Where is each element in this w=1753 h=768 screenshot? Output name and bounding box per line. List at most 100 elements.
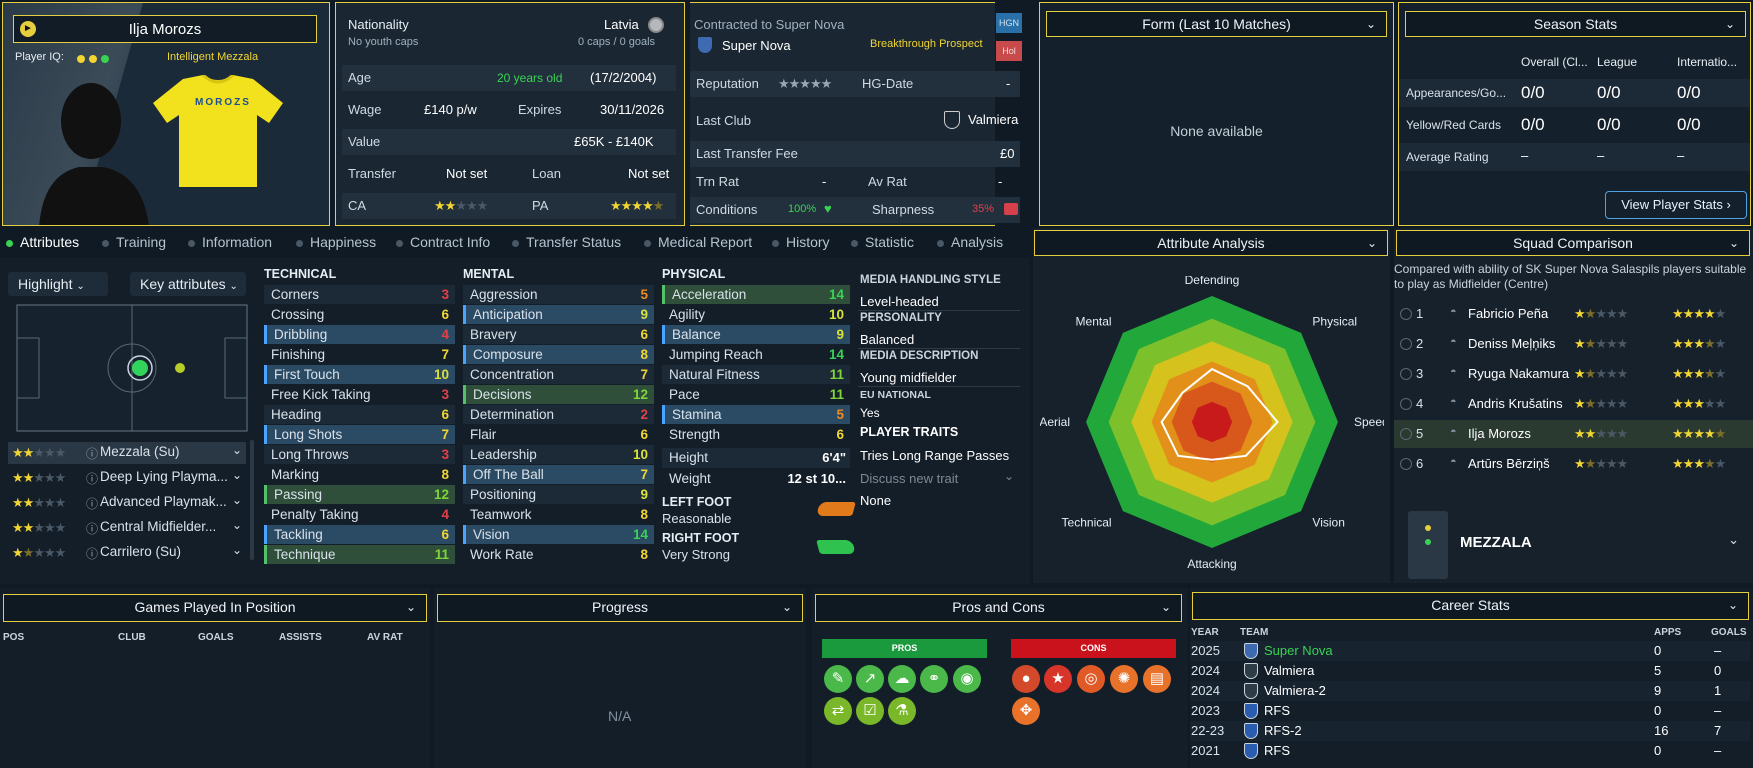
eu-label: EU NATIONAL bbox=[860, 389, 931, 401]
role-row[interactable]: ★★★★★ ⓘ Deep Lying Playma... ⌄ bbox=[12, 468, 243, 486]
progress-title[interactable]: Progress ⌄ bbox=[437, 594, 803, 622]
squad-row[interactable]: 6 ◓ Artūrs Bērziņš ★★★★★ ★★★★★ bbox=[1394, 450, 1753, 478]
tab-statistic[interactable]: Statistic bbox=[851, 234, 914, 250]
career-team[interactable]: Valmiera bbox=[1264, 663, 1315, 678]
role-card[interactable]: MEZZALA ⌄ bbox=[1394, 508, 1749, 579]
attribute-row: Teamwork 8 bbox=[463, 505, 654, 524]
chevron-down-icon: ⌄ bbox=[232, 518, 243, 532]
proscons-title[interactable]: Pros and Cons ⌄ bbox=[815, 594, 1182, 622]
tab-attributes[interactable]: Attributes bbox=[6, 234, 79, 250]
last-club-value: Valmiera bbox=[968, 112, 1019, 127]
radar-axis-label: Mental bbox=[1076, 315, 1112, 329]
season-row: Average Rating – – – bbox=[1399, 143, 1750, 171]
handshake-icon[interactable]: ⇄ bbox=[824, 697, 852, 725]
cons-header: CONS bbox=[1011, 639, 1176, 658]
squad-ca-stars: ★★★★★ bbox=[1574, 366, 1628, 381]
discuss-trait-button[interactable]: Discuss new trait ⌄ bbox=[860, 469, 1014, 486]
tab-contract-info[interactable]: Contract Info bbox=[396, 234, 490, 250]
attribute-row: Anticipation 9 bbox=[463, 305, 654, 324]
attribute-row: Long Shots 7 bbox=[264, 425, 455, 444]
attribute-name: Long Shots bbox=[274, 427, 343, 442]
link-icon[interactable]: ⚭ bbox=[920, 665, 948, 693]
career-title[interactable]: Career Stats ⌄ bbox=[1192, 592, 1749, 620]
career-goals: 1 bbox=[1714, 683, 1722, 698]
attribute-name: Finishing bbox=[271, 347, 326, 362]
attribute-name: Corners bbox=[271, 287, 320, 302]
key-attributes-dropdown[interactable]: Key attributes ⌄ bbox=[130, 272, 246, 296]
club-crest-icon bbox=[1244, 683, 1258, 699]
games-col-pos: POS bbox=[3, 632, 25, 643]
technical-title: TECHNICAL bbox=[264, 267, 337, 281]
roles-scrollbar[interactable] bbox=[250, 440, 254, 560]
squad-row[interactable]: 4 ◓ Andris Krušatins ★★★★★ ★★★★★ bbox=[1394, 390, 1753, 418]
games-title[interactable]: Games Played In Position ⌄ bbox=[3, 594, 427, 622]
pass-icon[interactable]: ✎ bbox=[824, 665, 852, 693]
career-team[interactable]: Super Nova bbox=[1264, 643, 1333, 658]
career-team[interactable]: Valmiera-2 bbox=[1264, 683, 1326, 698]
club-crest-icon bbox=[698, 37, 712, 53]
document-icon[interactable]: ▤ bbox=[1143, 665, 1171, 693]
tab-history[interactable]: History bbox=[772, 234, 830, 250]
tab-medical-report[interactable]: Medical Report bbox=[644, 234, 752, 250]
flask-icon[interactable]: ⚗ bbox=[888, 697, 916, 725]
attribute-value: 14 bbox=[828, 347, 844, 362]
left-foot-label: LEFT FOOT bbox=[662, 495, 732, 509]
role-row[interactable]: ★★★★★ ⓘ Mezzala (Su) ⌄ bbox=[8, 442, 246, 464]
chevron-down-icon: ⌄ bbox=[1728, 236, 1739, 250]
attribute-value: 11 bbox=[434, 547, 449, 562]
attribute-value: 4 bbox=[441, 327, 449, 342]
chart-icon[interactable]: ↗ bbox=[856, 665, 884, 693]
tab-transfer-status[interactable]: Transfer Status bbox=[512, 234, 621, 250]
form-title[interactable]: Form (Last 10 Matches) ⌄ bbox=[1046, 11, 1387, 37]
attribute-name: Jumping Reach bbox=[669, 347, 763, 362]
attribute-name: Pace bbox=[669, 387, 700, 402]
attribute-value: 3 bbox=[441, 287, 449, 302]
career-team[interactable]: RFS-2 bbox=[1264, 723, 1302, 738]
role-row[interactable]: ★★★★★ ⓘ Advanced Playmak... ⌄ bbox=[12, 493, 243, 511]
attribute-value: 2 bbox=[640, 407, 648, 422]
tab-information[interactable]: Information bbox=[188, 234, 272, 250]
tab-analysis[interactable]: Analysis bbox=[937, 234, 1003, 250]
squad-row[interactable]: 2 ◓ Deniss Meļņiks ★★★★★ ★★★★★ bbox=[1394, 330, 1753, 358]
attribute-row: Technique 11 bbox=[264, 545, 455, 564]
squad-title[interactable]: Squad Comparison ⌄ bbox=[1396, 230, 1750, 256]
star-icon[interactable]: ★ bbox=[1044, 665, 1072, 693]
role-row[interactable]: ★★★★★ ⓘ Central Midfielder... ⌄ bbox=[12, 518, 243, 536]
role-row[interactable]: ★★★★★ ⓘ Carrilero (Su) ⌄ bbox=[12, 543, 243, 561]
squad-rank: 2 bbox=[1416, 336, 1424, 351]
analysis-title[interactable]: Attribute Analysis ⌄ bbox=[1034, 230, 1388, 256]
attribute-value: 7 bbox=[441, 347, 449, 362]
personality-label: PERSONALITY bbox=[860, 312, 942, 324]
target-icon[interactable]: ◎ bbox=[1077, 665, 1105, 693]
physical-title: PHYSICAL bbox=[662, 267, 726, 281]
right-foot-value: Very Strong bbox=[662, 547, 730, 562]
highlight-dropdown[interactable]: Highlight ⌄ bbox=[8, 272, 108, 296]
eye-icon[interactable]: ◉ bbox=[953, 665, 981, 693]
name-box[interactable]: ► Ilja Morozs bbox=[13, 15, 317, 43]
squad-row[interactable]: 1 ◓ Fabricio Peña ★★★★★ ★★★★★ bbox=[1394, 300, 1753, 328]
checklist-icon[interactable]: ☑ bbox=[856, 697, 884, 725]
career-col-apps: APPS bbox=[1654, 627, 1682, 638]
squad-rank: 5 bbox=[1416, 426, 1424, 441]
attribute-value: 12 bbox=[632, 387, 648, 402]
trait-item[interactable]: Tries Long Range Passes bbox=[860, 448, 1010, 463]
mental-title: MENTAL bbox=[463, 267, 515, 281]
career-team[interactable]: RFS bbox=[1264, 703, 1290, 718]
last-fee-value: £0 bbox=[1000, 146, 1015, 161]
attribute-value: 9 bbox=[640, 487, 648, 502]
tab-happiness[interactable]: Happiness bbox=[296, 234, 376, 250]
heading-icon[interactable]: ● bbox=[1012, 665, 1040, 693]
games-col-club: CLUB bbox=[118, 632, 146, 643]
view-player-stats-button[interactable]: View Player Stats › bbox=[1605, 191, 1747, 219]
brain-icon[interactable]: ☁ bbox=[888, 665, 916, 693]
right-foot-label: RIGHT FOOT bbox=[662, 531, 740, 545]
tab-training[interactable]: Training bbox=[102, 234, 166, 250]
attribute-name: Free Kick Taking bbox=[271, 387, 371, 402]
fall-icon[interactable]: ✥ bbox=[1012, 697, 1040, 725]
season-title[interactable]: Season Stats ⌄ bbox=[1405, 11, 1746, 37]
career-team[interactable]: RFS bbox=[1264, 743, 1290, 758]
burst-icon[interactable]: ✺ bbox=[1110, 665, 1138, 693]
attribute-name: Composure bbox=[473, 347, 543, 362]
squad-row[interactable]: 5 ◓ Ilja Morozs ★★★★★ ★★★★★ bbox=[1394, 420, 1753, 448]
squad-row[interactable]: 3 ◓ Ryuga Nakamura ★★★★★ ★★★★★ bbox=[1394, 360, 1753, 388]
